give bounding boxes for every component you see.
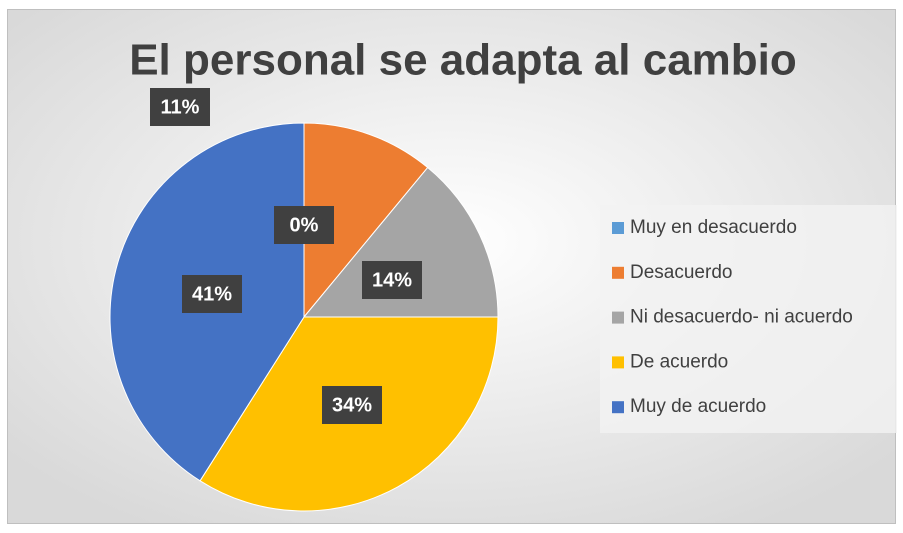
legend-swatch [612, 311, 624, 324]
legend-box [600, 205, 897, 433]
legend-label: De acuerdo [630, 351, 728, 372]
legend-swatch [612, 266, 624, 279]
data-label: 34% [332, 394, 372, 416]
legend-swatch [612, 401, 624, 414]
data-label-box [274, 206, 334, 244]
legend-label: Muy de acuerdo [630, 396, 766, 417]
pie-slice [302, 166, 499, 318]
data-label: 41% [192, 283, 232, 305]
legend-label: Muy en desacuerdo [630, 217, 797, 238]
data-label-box [322, 386, 382, 424]
data-label-box [362, 261, 422, 299]
legend-swatch [612, 222, 624, 234]
data-label-box [150, 88, 210, 126]
legend-label: Ni desacuerdo- ni acuerdo [630, 307, 853, 328]
data-label-box [182, 275, 242, 313]
pie-slice [303, 122, 429, 319]
legend-label: Desacuerdo [630, 262, 732, 283]
data-label: 14% [372, 269, 412, 291]
legend-swatch [612, 356, 624, 369]
data-label: 11% [161, 96, 200, 118]
data-label: 0% [290, 214, 319, 236]
chart-title: El personal se adapta al cambio [129, 36, 797, 85]
